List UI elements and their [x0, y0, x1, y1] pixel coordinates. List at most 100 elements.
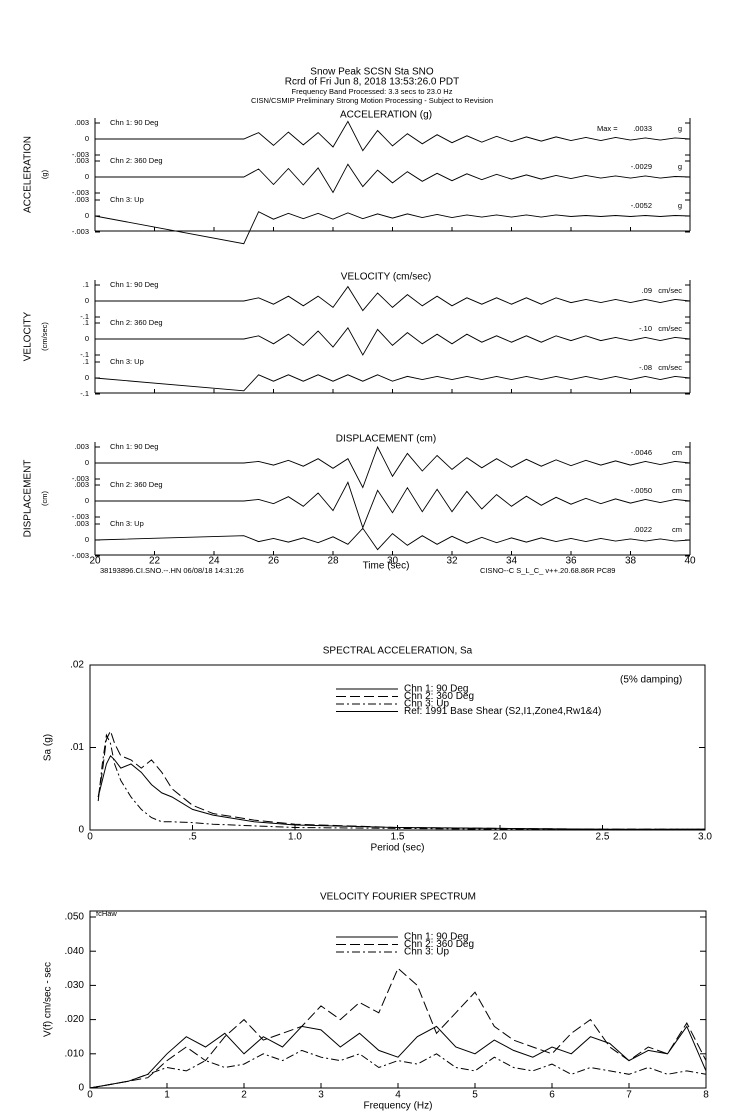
y-tick-label: -.003	[72, 551, 89, 560]
trace	[95, 285, 691, 312]
peak-unit: cm	[672, 486, 682, 495]
y-tick-label: .01	[70, 742, 84, 753]
y-tick-label: .1	[83, 318, 89, 327]
y-tick-label: 0	[85, 296, 89, 305]
series-line	[89, 1025, 707, 1089]
y-tick-label: 0	[85, 373, 89, 382]
y-tick-label: 0	[78, 825, 84, 836]
trace	[95, 481, 691, 530]
legend-label: Chn 3: Up	[404, 699, 449, 710]
channel-name: Chn 2: 360 Deg	[110, 156, 163, 165]
peak-unit: cm	[672, 448, 682, 457]
x-tick-label: 6	[549, 1090, 555, 1101]
x-tick-label: 1.0	[288, 832, 302, 843]
x-tick-label: 3	[318, 1090, 324, 1101]
y-tick-label: -.1	[80, 389, 89, 398]
side-unit: (cm/sec)	[40, 322, 49, 351]
y-tick-label: .003	[74, 156, 89, 165]
x-tick-label: 7	[626, 1090, 632, 1101]
y-tick-label: .020	[65, 1014, 85, 1025]
frame	[89, 910, 707, 1089]
x-tick-label: 24	[208, 556, 220, 567]
peak-unit: cm/sec	[658, 286, 682, 295]
series-line	[97, 754, 705, 830]
y-tick-label: .050	[65, 912, 85, 923]
x-tick-label: 34	[506, 556, 518, 567]
side-label: VELOCITY	[23, 311, 34, 361]
y-tick-label: -.003	[72, 227, 89, 236]
chart-title: VELOCITY FOURIER SPECTRUM	[320, 892, 476, 903]
trace	[95, 445, 691, 489]
y-tick-label: 0	[85, 496, 89, 505]
y-tick-label: .1	[83, 280, 89, 289]
y-tick-label: .003	[74, 442, 89, 451]
trace	[94, 527, 691, 551]
channel-name: Chn 1: 90 Deg	[110, 118, 158, 127]
peak-unit: g	[678, 201, 682, 210]
y-tick-label: -.003	[72, 512, 89, 521]
legend-label: Chn 3: Up	[404, 947, 449, 958]
trace	[94, 211, 691, 245]
peak-value: .09	[642, 286, 652, 295]
footer-right: CISNO--C S_L_C_ v++.20.68.86R PC89	[480, 566, 615, 575]
peak-value: -.08	[639, 363, 652, 372]
y-axis-label: V(f) cm/sec - sec	[43, 962, 54, 1037]
x-tick-label: 5	[472, 1090, 478, 1101]
x-axis-label: Time (sec)	[363, 561, 410, 572]
channel-name: Chn 3: Up	[110, 357, 144, 366]
x-tick-label: 38	[625, 556, 637, 567]
trace	[95, 326, 691, 356]
processing: CISN/CSMIP Preliminary Strong Motion Pro…	[251, 96, 493, 105]
damping-note: (5% damping)	[620, 675, 682, 686]
channel-name: Chn 1: 90 Deg	[110, 280, 158, 289]
y-tick-label: 0	[78, 1083, 84, 1094]
y-tick-label: 0	[85, 172, 89, 181]
x-tick-label: 30	[387, 556, 399, 567]
x-tick-label: 4	[395, 1090, 401, 1101]
peak-value: -.10	[639, 324, 652, 333]
peak-value: .0033	[633, 124, 652, 133]
y-tick-label: -.003	[72, 188, 89, 197]
y-tick-label: -.003	[72, 150, 89, 159]
x-tick-label: 2	[241, 1090, 247, 1101]
x-axis-label: Period (sec)	[371, 843, 425, 854]
y-tick-label: .02	[70, 660, 84, 671]
chart-title: SPECTRAL ACCELERATION, Sa	[323, 646, 473, 657]
side-label: DISPLACEMENT	[23, 460, 34, 538]
legend-label: Chn 1: 90 Deg	[404, 932, 469, 943]
channel-name: Chn 3: Up	[110, 519, 144, 528]
legend-label: Ref: 1991 Base Shear (S2,I1,Zone4,Rw1&4)	[404, 706, 601, 717]
side-unit: (g)	[40, 169, 49, 179]
y-tick-label: 0	[85, 535, 89, 544]
x-tick-label: 2.5	[596, 832, 610, 843]
series-line	[97, 733, 705, 830]
legend-label: Chn 2: 360 Deg	[404, 691, 474, 702]
x-axis-label: Frequency (Hz)	[364, 1101, 433, 1112]
side-unit: (cm)	[40, 491, 49, 506]
series-line	[89, 967, 707, 1089]
peak-unit: cm	[672, 525, 682, 534]
x-tick-label: 28	[327, 556, 339, 567]
peak-value: .0022	[633, 525, 652, 534]
peak-value: -.0050	[631, 486, 652, 495]
channel-name: Chn 3: Up	[110, 195, 144, 204]
y-tick-label: .030	[65, 980, 85, 991]
x-tick-label: 26	[268, 556, 280, 567]
trace	[95, 120, 691, 152]
trace	[95, 163, 691, 194]
trace	[94, 374, 691, 392]
panel-title: ACCELERATION (g)	[340, 110, 432, 121]
peak-unit: g	[678, 162, 682, 171]
x-tick-label: 40	[684, 556, 696, 567]
station: Snow Peak SCSN Sta SNO	[310, 67, 434, 78]
x-tick-label: 1.5	[391, 832, 405, 843]
x-tick-label: 20	[89, 556, 101, 567]
peak-value: -.0046	[631, 448, 652, 457]
channel-name: Chn 2: 360 Deg	[110, 480, 163, 489]
peak-unit: cm/sec	[658, 363, 682, 372]
y-tick-label: 0	[85, 134, 89, 143]
x-tick-label: .5	[188, 832, 197, 843]
panel-title: DISPLACEMENT (cm)	[336, 434, 436, 445]
x-tick-label: 0	[87, 1090, 93, 1101]
